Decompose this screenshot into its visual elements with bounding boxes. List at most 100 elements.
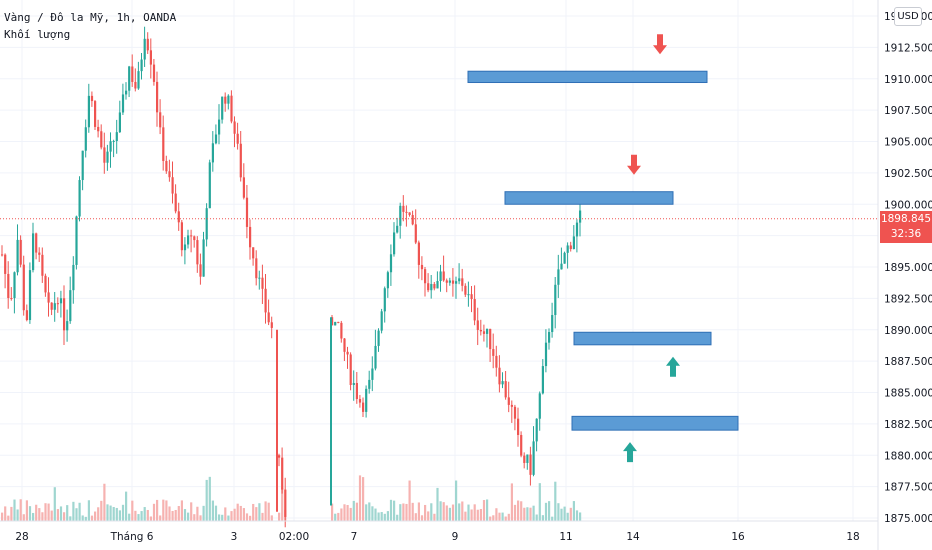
price-tick-label: 1895.000 xyxy=(884,262,932,274)
volume-bar xyxy=(249,515,252,521)
candle-body xyxy=(417,242,420,265)
candle-body xyxy=(180,222,183,251)
price-axis[interactable]: 1915.0001912.5001910.0001907.5001905.000… xyxy=(884,11,932,525)
zone-box xyxy=(467,70,708,84)
volume-bar xyxy=(383,513,386,521)
volume-bar xyxy=(535,514,538,521)
time-tick-label: Tháng 6 xyxy=(110,531,154,543)
candle-body xyxy=(486,328,489,334)
volume-bar xyxy=(560,508,563,521)
candle-body xyxy=(482,331,486,334)
candle-body xyxy=(56,303,59,305)
volume-bar xyxy=(75,508,78,521)
volume-bar xyxy=(448,507,451,521)
volume-bar xyxy=(13,499,16,521)
candle-body xyxy=(532,441,535,475)
candle-body xyxy=(563,252,566,264)
volume-bar xyxy=(368,502,371,521)
volume-bar xyxy=(399,504,402,521)
volume-bar xyxy=(476,509,479,521)
volume-bar xyxy=(146,509,149,521)
time-axis[interactable]: 28 Tháng 6 3 02:00 7 9 11 14 16 18 xyxy=(15,531,859,543)
candle-body xyxy=(389,254,393,273)
candle-body xyxy=(467,294,470,296)
volume-bar xyxy=(411,502,414,521)
candle-body xyxy=(168,171,171,178)
zones xyxy=(467,34,739,463)
volume-bar xyxy=(32,512,35,521)
candle-body xyxy=(7,273,10,299)
candle-body xyxy=(352,382,355,385)
candle-body xyxy=(149,50,152,65)
time-tick-label: 14 xyxy=(626,531,640,543)
candle-body xyxy=(255,258,258,279)
candle-body xyxy=(362,402,365,412)
candle-body xyxy=(278,455,281,458)
candle-body xyxy=(112,140,115,142)
volume-bar xyxy=(362,477,365,521)
time-tick-label: 02:00 xyxy=(279,531,309,543)
candle-body xyxy=(134,81,137,89)
volume-bar xyxy=(115,507,118,521)
candle-body xyxy=(504,381,507,398)
volume-bar xyxy=(152,503,156,521)
volume-bar xyxy=(513,504,517,521)
volume-bar xyxy=(72,501,75,521)
volume-bar xyxy=(467,504,470,521)
volume-bar xyxy=(520,501,523,521)
time-tick-label: 9 xyxy=(452,531,459,543)
candle-body xyxy=(242,177,245,198)
volume-bar xyxy=(94,511,97,521)
volume-bar xyxy=(224,507,227,521)
volume-bar xyxy=(255,507,258,521)
candle-body xyxy=(380,311,383,331)
volume-bar xyxy=(510,483,513,521)
candle-body xyxy=(87,95,90,128)
candle-body xyxy=(461,278,464,286)
candle-body xyxy=(72,264,75,291)
candle-body xyxy=(53,303,56,310)
volume-bar xyxy=(190,502,193,521)
candle-body xyxy=(224,96,227,104)
candle-body xyxy=(343,338,346,352)
candle-body xyxy=(529,454,532,475)
candle-body xyxy=(59,298,63,304)
volume-bar xyxy=(16,509,19,521)
volume-bar xyxy=(245,513,249,521)
candle-body xyxy=(258,277,261,279)
volume-bar xyxy=(174,509,177,521)
volume-bar xyxy=(171,510,174,521)
volume-bar xyxy=(125,491,128,521)
volume-bar xyxy=(106,504,109,521)
candle-body xyxy=(131,66,134,82)
volume-bar xyxy=(439,501,442,521)
candle-body xyxy=(492,349,495,356)
candle-body xyxy=(193,236,196,241)
candle-body xyxy=(284,489,287,517)
candle-body xyxy=(383,288,386,312)
candle-body xyxy=(97,126,100,132)
zone-box xyxy=(504,191,674,205)
currency-badge[interactable]: USD xyxy=(894,7,922,26)
volume-bar xyxy=(501,512,504,521)
candle-body xyxy=(47,292,50,303)
candle-body xyxy=(1,254,4,256)
candle-body xyxy=(337,321,340,323)
candles xyxy=(1,26,582,528)
candle-body xyxy=(156,81,159,113)
price-tick-label: 1910.000 xyxy=(884,74,932,86)
candle-body xyxy=(174,193,177,212)
candle-body xyxy=(368,379,371,389)
candle-body xyxy=(427,283,430,291)
volume-bar xyxy=(78,502,81,521)
volume-bar xyxy=(374,508,377,521)
volume-bar xyxy=(59,506,63,521)
volume-bar xyxy=(97,507,100,521)
candle-body xyxy=(523,455,526,463)
volume-bar xyxy=(25,500,28,521)
candle-body xyxy=(402,205,405,212)
volume-bar xyxy=(402,503,405,521)
candle-body xyxy=(143,38,146,60)
volume-bar xyxy=(168,506,171,521)
